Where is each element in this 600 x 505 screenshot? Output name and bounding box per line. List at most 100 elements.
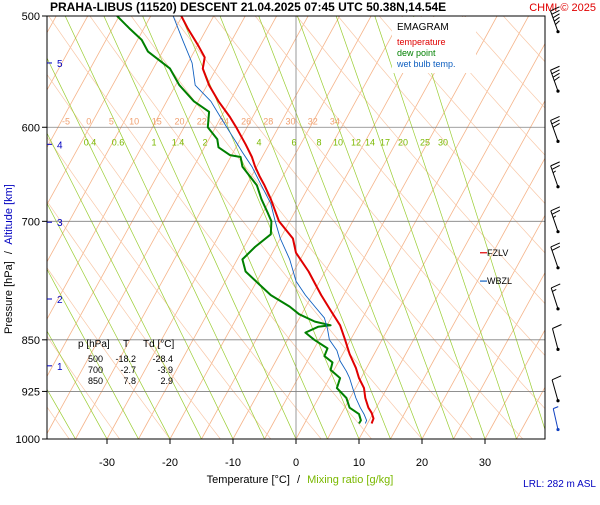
wind-barb-feather [554, 17, 559, 21]
isotherm-value-label: 15 [152, 116, 162, 126]
isotherm-value-label: 22 [197, 116, 207, 126]
isotherm-value-label: -5 [62, 116, 70, 126]
mixing-ratio-label: 25 [420, 137, 430, 147]
mixing-ratio-label: 10 [333, 137, 343, 147]
data-table: p [hPa] T Td [°C] 500 -18.2 -28.4 700 -2… [78, 339, 174, 386]
isotherm-value-label: 28 [263, 116, 273, 126]
pressure-tick-label: 1000 [16, 434, 40, 446]
wind-barb-feather [553, 73, 560, 77]
mixing-ratio-label: 0.4 [84, 137, 97, 147]
wind-barb-feather [551, 284, 560, 288]
dry-adiabat-line [586, 16, 600, 439]
wind-barb-feather [554, 77, 559, 81]
mixing-ratio-label: 0.6 [112, 137, 125, 147]
pressure-tick-label: 700 [22, 216, 40, 228]
wind-barb-staff [552, 329, 558, 350]
table-header-t: T [123, 339, 129, 350]
fzlv-label: FZLV [487, 248, 508, 258]
mixing-ratio-label: 30 [438, 137, 448, 147]
y-axis-label-secondary: Altitude [km] [3, 184, 15, 245]
temperature-tick-label: 20 [416, 457, 428, 469]
mixing-ratio-label: 1 [151, 137, 156, 147]
wind-barb-feather [552, 120, 560, 124]
pressure-tick-label: 850 [22, 335, 40, 347]
wind-barb-station [556, 266, 559, 269]
x-axis-label-secondary: Mixing ratio [g/kg] [307, 474, 393, 486]
wind-barb-station [556, 230, 559, 233]
mixing-ratio-label: 14 [365, 137, 375, 147]
wind-barb-station [556, 307, 559, 310]
wind-barb-feather [551, 116, 560, 120]
isotherm-value-label: 0 [86, 116, 91, 126]
wind-barb-station [556, 90, 559, 93]
wind-barb-staff [553, 409, 558, 430]
table-cell: 850 [88, 376, 103, 386]
pressure-tick-label: 600 [22, 122, 40, 134]
isotherm-value-label: 30 [285, 116, 295, 126]
legend-wet-bulb: wet bulb temp. [396, 59, 456, 69]
mixing-ratio-label: 4 [256, 137, 261, 147]
x-axis-label-primary: Temperature [°C] [207, 474, 290, 486]
x-axis-label-separator: / [297, 474, 301, 486]
mixing-ratio-label: 1.4 [172, 137, 185, 147]
wind-barb-feather [552, 246, 560, 250]
credit-text: CHMI © 2025 [529, 2, 596, 14]
isotherm-line [580, 16, 600, 439]
isotherm-value-label: 32 [308, 116, 318, 126]
isotherm-value-label: 20 [174, 116, 184, 126]
x-axis-label: Temperature [°C] / Mixing ratio [g/kg] [207, 474, 394, 486]
table-header-p: p [hPa] [78, 339, 110, 350]
altitude-tick-label: 3 [57, 218, 63, 229]
wind-barb-half-feather [553, 407, 558, 409]
wind-barb-feather [552, 165, 560, 169]
temperature-tick-label: -30 [99, 457, 115, 469]
temperature-tick-label: -20 [162, 457, 178, 469]
wind-barb-feather [552, 70, 560, 74]
wind-barb-feather [551, 162, 560, 166]
wind-barb-half-feather [553, 171, 556, 173]
table-cell: -28.4 [152, 354, 173, 364]
isotherm-value-label: 34 [330, 116, 340, 126]
wind-barb-feather [551, 207, 560, 211]
table-cell: -2.7 [120, 365, 136, 375]
table-cell: 7.8 [123, 376, 136, 386]
altitude-tick-label: 2 [57, 295, 63, 306]
mixing-ratio-label: 17 [380, 137, 390, 147]
wind-barb-half-feather [553, 216, 556, 218]
lrl-note: LRL: 282 m ASL [523, 479, 596, 490]
wind-barb-feather [552, 210, 560, 214]
wind-barb-station [556, 30, 559, 33]
table-header-td: Td [°C] [143, 339, 174, 350]
isotherm-value-label: 26 [241, 116, 251, 126]
table-cell: 500 [88, 354, 103, 364]
wind-barb-feather [553, 14, 560, 18]
altitude-tick-label: 1 [57, 362, 63, 373]
wind-barb-station [556, 185, 559, 188]
altitude-tick-label: 4 [57, 140, 63, 151]
wind-barb-feather [551, 243, 560, 247]
chart-title: PRAHA-LIBUS (11520) DESCENT 21.04.2025 0… [50, 0, 446, 14]
isotherm-value-label: 10 [129, 116, 139, 126]
pressure-tick-label: 925 [22, 386, 40, 398]
legend-heading: EMAGRAM [397, 22, 449, 33]
wind-barb-half-feather [552, 289, 556, 291]
wind-barb-station [556, 399, 559, 402]
temperature-tick-label: 0 [293, 457, 299, 469]
wind-barb-feather [552, 376, 561, 380]
wind-barb-station [556, 348, 559, 351]
legend-dew-point: dew point [397, 48, 436, 58]
y-axis-label: Pressure [hPa] / Altitude [km] [3, 184, 15, 334]
wind-barb-feather [552, 325, 561, 329]
mixing-ratio-label: 20 [398, 137, 408, 147]
mixing-ratio-label: 12 [351, 137, 361, 147]
mixing-ratio-label: 2 [202, 137, 207, 147]
table-cell: 2.9 [160, 376, 173, 386]
dry-adiabat-line [545, 16, 600, 439]
table-cell: 700 [88, 365, 103, 375]
table-cell: -18.2 [115, 354, 136, 364]
isotherm-value-label: 5 [109, 116, 114, 126]
wind-barb-station [556, 428, 559, 431]
table-cell: -3.9 [157, 365, 173, 375]
